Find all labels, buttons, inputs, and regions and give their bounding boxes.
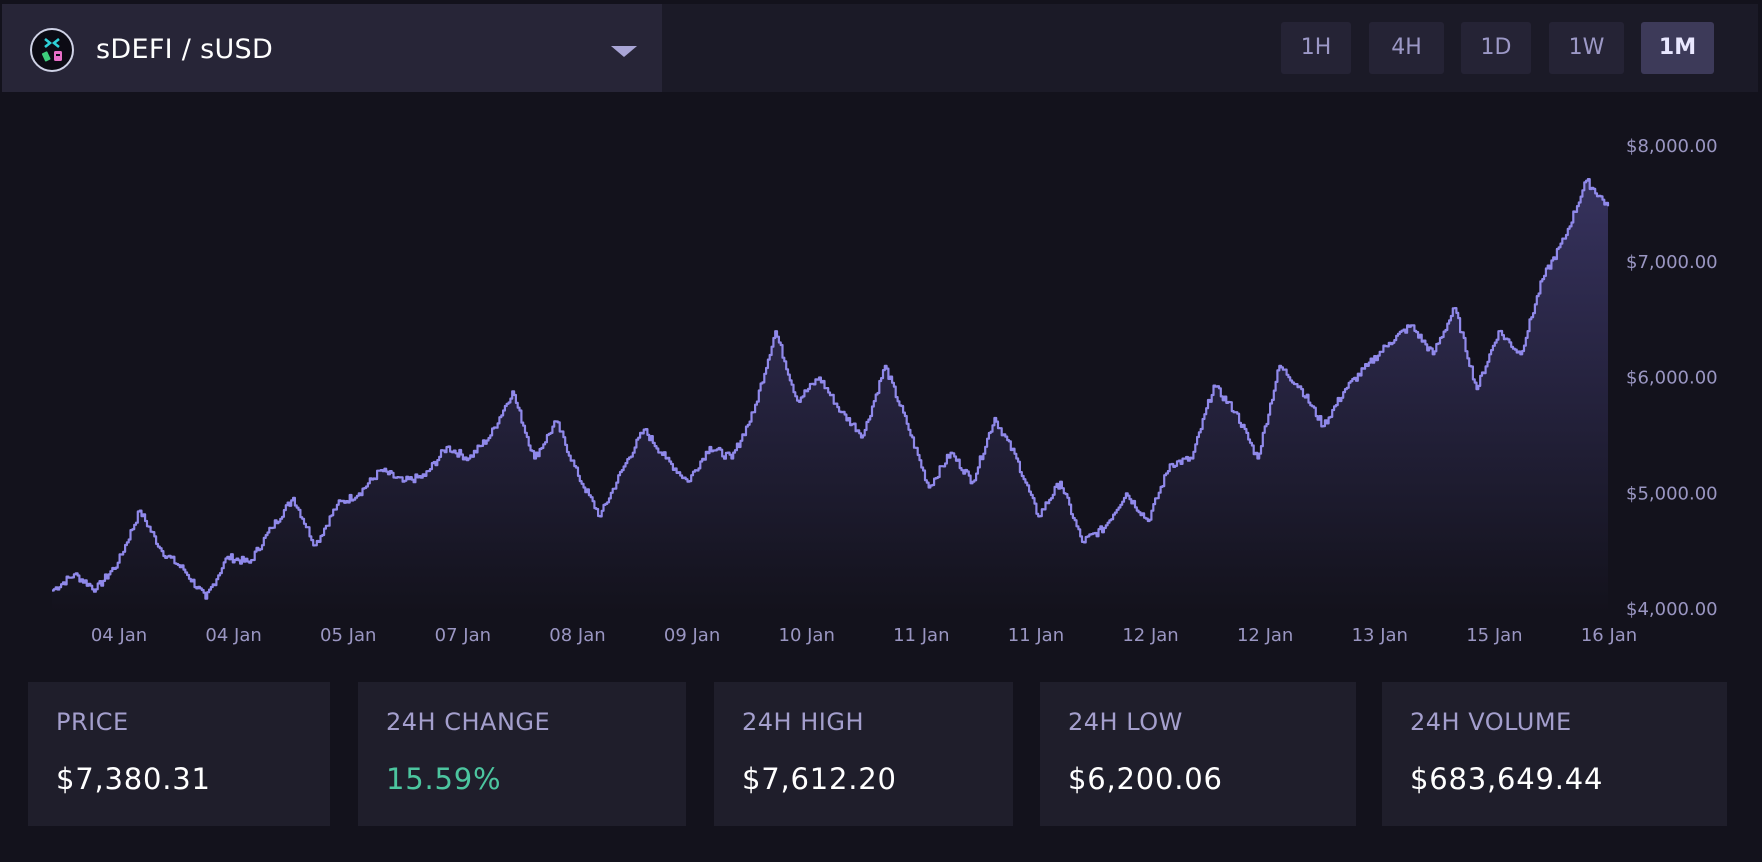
stat-value-24h-high: $7,612.20 xyxy=(742,762,897,796)
caret-down-icon[interactable] xyxy=(611,46,637,57)
x-tick-label: 13 Jan xyxy=(1352,625,1408,646)
timeframe-1w-button[interactable]: 1W xyxy=(1549,22,1624,74)
stat-value-24h-change: 15.59% xyxy=(386,762,502,796)
stat-card-24h-high: 24H HIGH $7,612.20 xyxy=(714,682,1013,826)
stat-label: 24H LOW xyxy=(1068,708,1183,736)
stat-label: 24H VOLUME xyxy=(1410,708,1572,736)
timeframe-4h-button[interactable]: 4H xyxy=(1369,22,1444,74)
stat-card-24h-low: 24H LOW $6,200.06 xyxy=(1040,682,1356,826)
pair-selector[interactable]: sDEFI / sUSD xyxy=(2,4,662,92)
x-tick-label: 16 Jan xyxy=(1581,625,1637,646)
y-tick-label: $8,000.00 xyxy=(1626,136,1718,157)
x-tick-label: 12 Jan xyxy=(1237,625,1293,646)
price-chart[interactable]: $8,000.00 $7,000.00 $6,000.00 $5,000.00 $4,0… xyxy=(0,96,1762,656)
timeframe-1h-button[interactable]: 1H xyxy=(1281,22,1351,74)
y-tick-label: $6,000.00 xyxy=(1626,368,1718,389)
stat-label: PRICE xyxy=(56,708,129,736)
x-tick-label: 04 Jan xyxy=(205,625,261,646)
x-tick-label: 10 Jan xyxy=(779,625,835,646)
timeframe-1m-button[interactable]: 1M xyxy=(1641,22,1714,74)
x-tick-label: 04 Jan xyxy=(91,625,147,646)
stat-card-24h-change: 24H CHANGE 15.59% xyxy=(358,682,686,826)
sdefi-token-icon xyxy=(30,28,74,72)
y-tick-label: $7,000.00 xyxy=(1626,252,1718,273)
stat-card-24h-volume: 24H VOLUME $683,649.44 xyxy=(1382,682,1727,826)
timeframe-1d-button[interactable]: 1D xyxy=(1461,22,1531,74)
x-tick-label: 15 Jan xyxy=(1466,625,1522,646)
x-tick-label: 08 Jan xyxy=(549,625,605,646)
pair-label: sDEFI / sUSD xyxy=(96,34,274,65)
stat-value-24h-volume: $683,649.44 xyxy=(1410,762,1604,796)
price-line xyxy=(52,178,1610,600)
x-tick-label: 12 Jan xyxy=(1122,625,1178,646)
x-tick-label: 11 Jan xyxy=(893,625,949,646)
x-tick-label: 05 Jan xyxy=(320,625,376,646)
stat-card-price: PRICE $7,380.31 xyxy=(28,682,330,826)
price-chart-svg: $8,000.00 $7,000.00 $6,000.00 $5,000.00 $4,0… xyxy=(52,136,1718,646)
y-tick-label: $4,000.00 xyxy=(1626,599,1718,620)
y-tick-label: $5,000.00 xyxy=(1626,483,1718,504)
x-tick-label: 09 Jan xyxy=(664,625,720,646)
stat-label: 24H HIGH xyxy=(742,708,864,736)
x-tick-label: 11 Jan xyxy=(1008,625,1064,646)
stat-value-price: $7,380.31 xyxy=(56,762,211,796)
x-tick-label: 07 Jan xyxy=(435,625,491,646)
stat-value-24h-low: $6,200.06 xyxy=(1068,762,1223,796)
stat-label: 24H CHANGE xyxy=(386,708,551,736)
